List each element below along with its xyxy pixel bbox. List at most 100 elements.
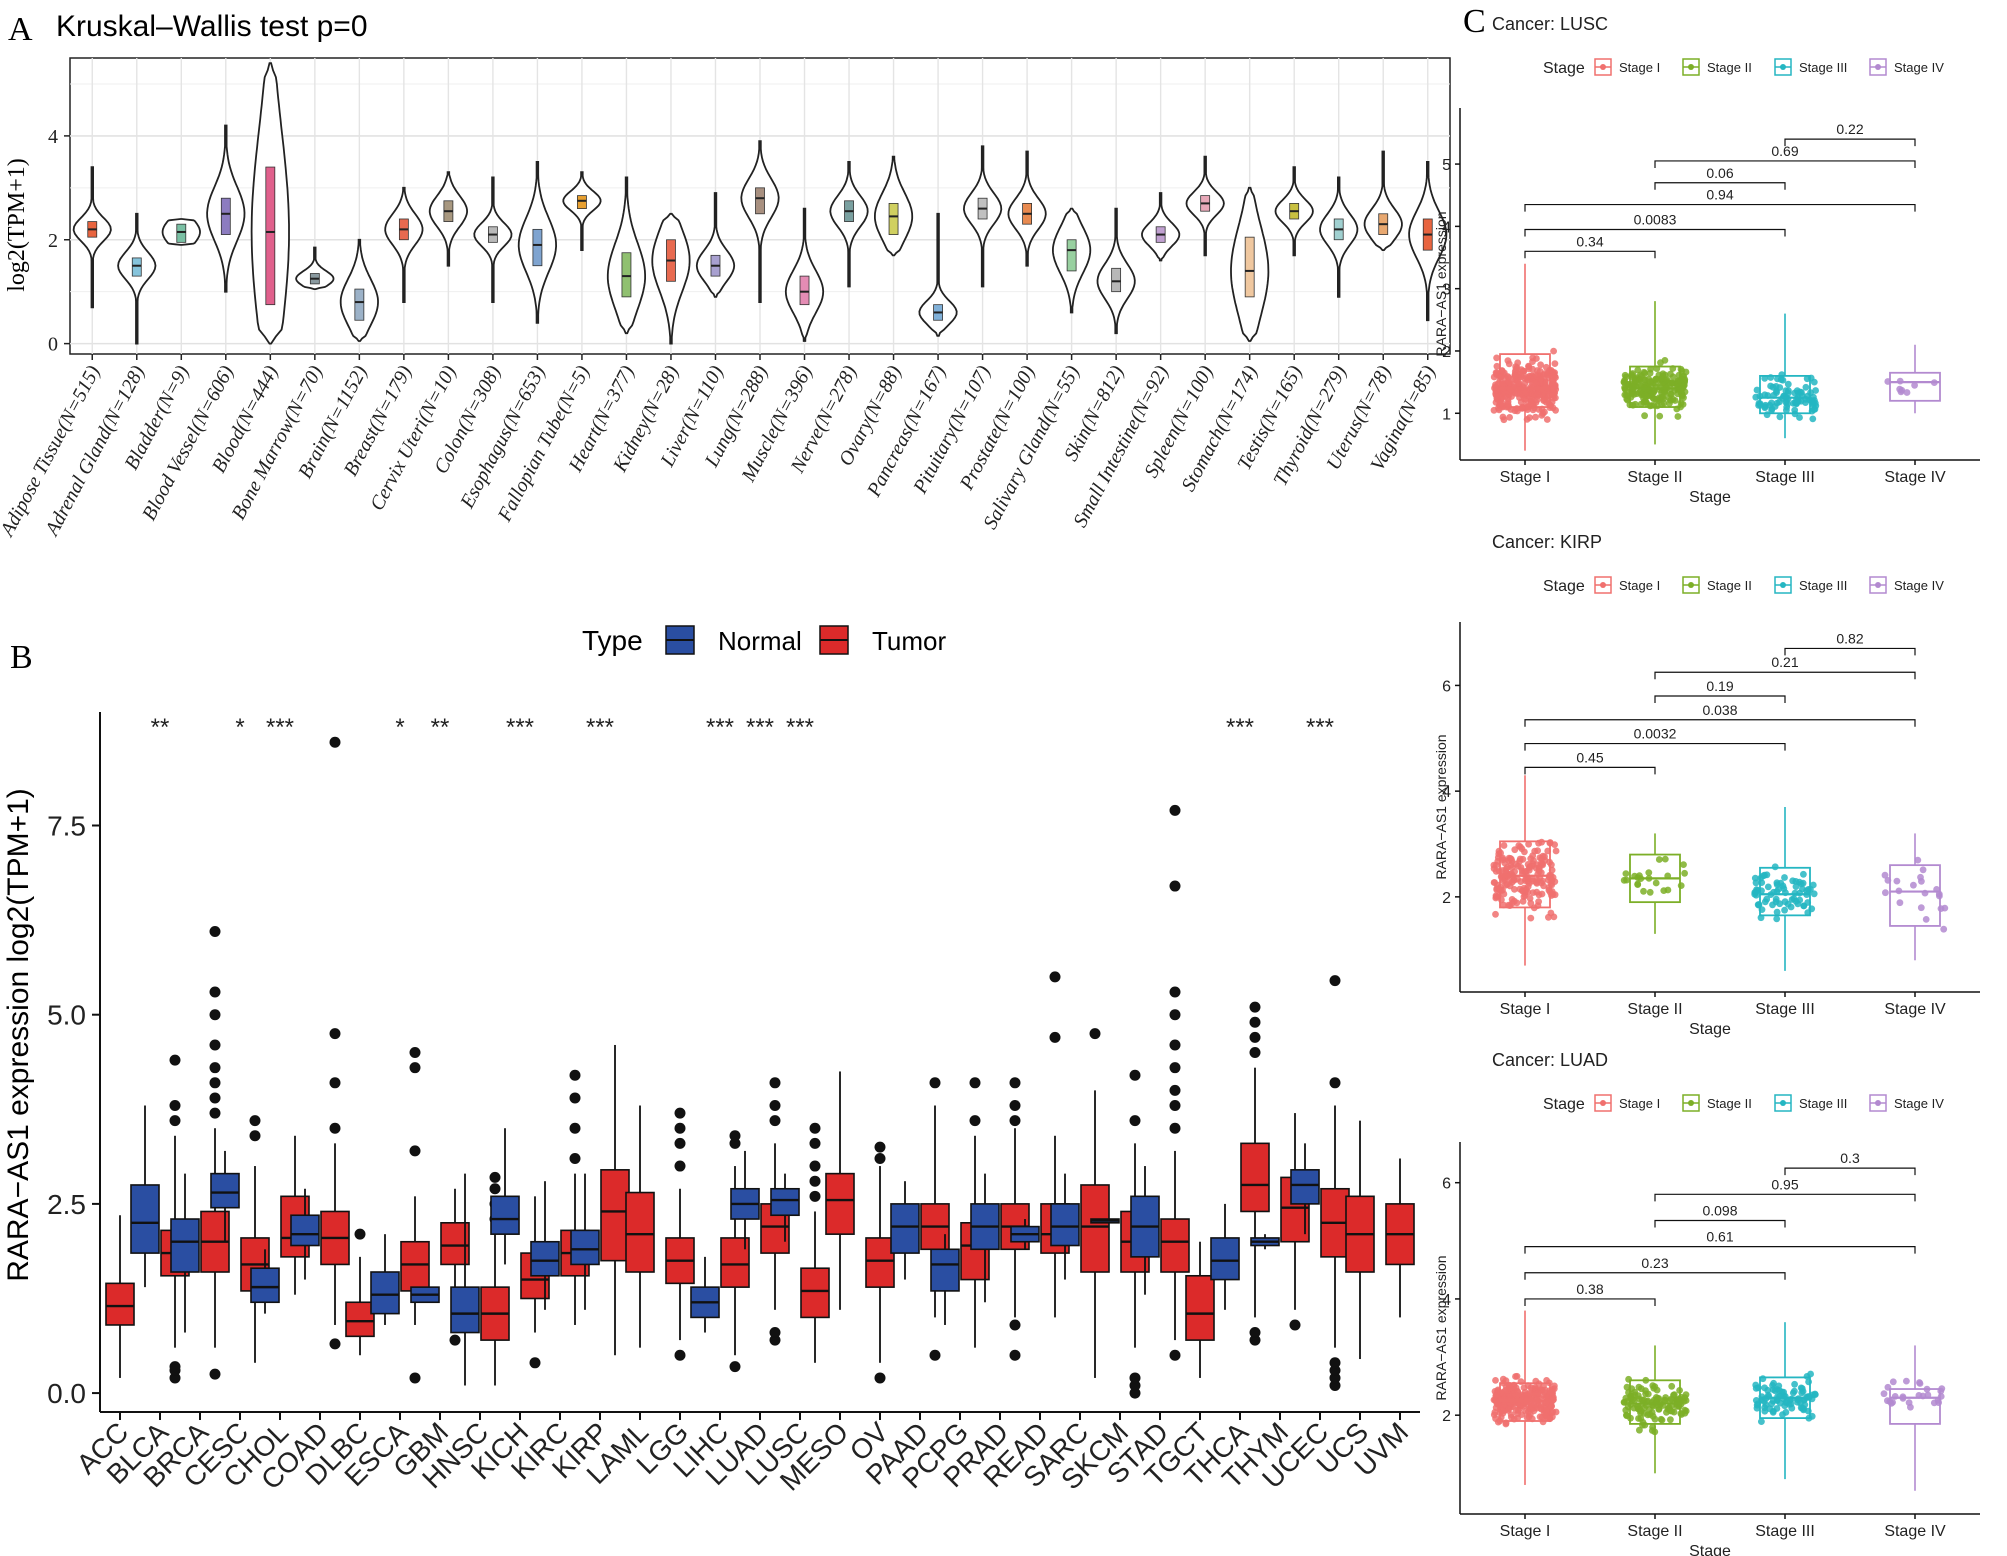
comparison-bracket: 0.94	[1524, 187, 1916, 212]
panel-b-axes	[99, 712, 1420, 1413]
panel-b-boxes	[105, 736, 1415, 1399]
jitter-point	[1674, 390, 1682, 398]
stage-box	[1881, 833, 1949, 961]
normal-box	[410, 1286, 440, 1304]
jitter-point	[1658, 1416, 1666, 1424]
outlier-point	[1129, 1380, 1141, 1392]
jitter-point	[1761, 1407, 1769, 1415]
outlier-point	[489, 1183, 501, 1195]
panel-a-y-axis-label: log2(TPM+1)	[4, 158, 30, 292]
jitter-point	[1668, 1407, 1676, 1415]
violin-box	[755, 187, 765, 215]
legend-swatch-dot	[1780, 64, 1786, 70]
legend-entry: Stage II	[1682, 1094, 1752, 1112]
jitter-point	[1491, 1408, 1499, 1416]
jitter-point	[1678, 1411, 1685, 1418]
normal-box	[490, 1128, 520, 1265]
jitter-point	[1661, 855, 1669, 863]
outlier-point	[874, 1372, 886, 1384]
jitter-point	[1805, 1378, 1812, 1386]
jitter-point	[1896, 899, 1904, 907]
outlier-point	[209, 925, 221, 937]
jitter-point	[1641, 1404, 1648, 1412]
tumor-box	[1080, 1028, 1110, 1378]
jitter-point	[1519, 855, 1527, 863]
jitter-point	[1639, 1418, 1647, 1426]
jitter-point	[1500, 842, 1508, 849]
panel-c-stage-charts: C Cancer: LUSC Stage Stage I Stage II Stage …	[1433, 3, 1980, 1556]
stage-box	[1490, 775, 1560, 966]
outlier-point	[1129, 1372, 1141, 1384]
jitter-point	[1783, 403, 1791, 411]
normal-box	[1130, 1166, 1160, 1295]
p-value-label: 0.06	[1706, 165, 1733, 181]
panel-b-x-ticks: ACCBLCABRCACESCCHOLCOADDLBCESCAGBMHNSCKI…	[71, 1412, 1414, 1497]
jitter-point	[1761, 1384, 1768, 1392]
jitter-point	[1493, 886, 1501, 894]
jitter-point	[1547, 909, 1555, 917]
significance-label: ***	[506, 714, 534, 741]
jitter-point	[1767, 374, 1775, 381]
y-tick-label: 2	[1442, 1408, 1451, 1425]
outlier-point	[169, 1372, 181, 1384]
outlier-point	[1329, 1077, 1341, 1089]
outlier-point	[569, 1069, 581, 1081]
violin-box	[265, 166, 276, 306]
jitter-point	[1495, 847, 1503, 855]
outlier-point	[1289, 1319, 1301, 1331]
jitter-point	[1492, 910, 1499, 918]
jitter-point	[1910, 881, 1917, 889]
tumor-box	[1240, 1001, 1270, 1346]
outlier-point	[1249, 1047, 1261, 1059]
jitter-point	[1539, 852, 1547, 860]
jitter-point	[1511, 371, 1519, 379]
jitter-point	[1542, 1412, 1550, 1420]
normal-box	[890, 1181, 920, 1280]
jitter-point	[1911, 381, 1918, 389]
jitter-point	[1661, 1396, 1669, 1404]
p-value-label: 0.94	[1706, 187, 1733, 203]
p-value-label: 0.45	[1576, 749, 1603, 765]
x-tick-label: Stage IV	[1884, 1523, 1946, 1540]
bracket-line	[1524, 1272, 1786, 1280]
p-value-label: 0.038	[1702, 702, 1737, 718]
significance-label: ***	[1226, 714, 1254, 741]
outlier-point	[1169, 1100, 1181, 1112]
outlier-point	[729, 1130, 741, 1142]
jitter-point	[1492, 387, 1500, 394]
jitter-point	[1652, 879, 1660, 887]
violin-box	[799, 275, 810, 306]
jitter-point	[1525, 365, 1533, 373]
x-tick-label: Stage I	[1500, 469, 1551, 486]
jitter-point	[1514, 875, 1521, 883]
jitter-point	[1529, 358, 1536, 365]
jitter-point	[1524, 861, 1532, 868]
outlier-point	[809, 1175, 821, 1187]
y-tick-label: 6	[1442, 1176, 1451, 1193]
normal-box	[770, 1173, 800, 1242]
jitter-point	[1781, 874, 1788, 881]
legend-label: Stage IV	[1894, 578, 1944, 593]
comparison-bracket: 0.61	[1524, 1229, 1916, 1254]
legend-entry: Stage II	[1682, 58, 1752, 76]
jitter-point	[1552, 847, 1560, 855]
jitter-point	[1651, 1428, 1659, 1436]
stage-box	[1752, 313, 1820, 439]
jitter-point	[1642, 1376, 1650, 1384]
stage-box	[1884, 344, 1941, 414]
outlier-point	[674, 1107, 686, 1119]
bracket-line	[1524, 1246, 1916, 1254]
normal-box	[370, 1234, 400, 1325]
outlier-point	[209, 1368, 221, 1380]
jitter-point	[1534, 847, 1541, 855]
box-body	[1889, 1388, 1941, 1425]
jitter-point	[1526, 414, 1533, 421]
box-body	[210, 1172, 240, 1209]
normal-box	[170, 1173, 200, 1333]
outlier-point	[409, 1145, 421, 1157]
jitter-point	[1769, 1409, 1777, 1416]
outlier-point	[409, 1047, 421, 1059]
p-value-label: 0.61	[1706, 1229, 1733, 1245]
outlier-point	[809, 1122, 821, 1134]
legend-swatch-dot	[1780, 1100, 1786, 1106]
